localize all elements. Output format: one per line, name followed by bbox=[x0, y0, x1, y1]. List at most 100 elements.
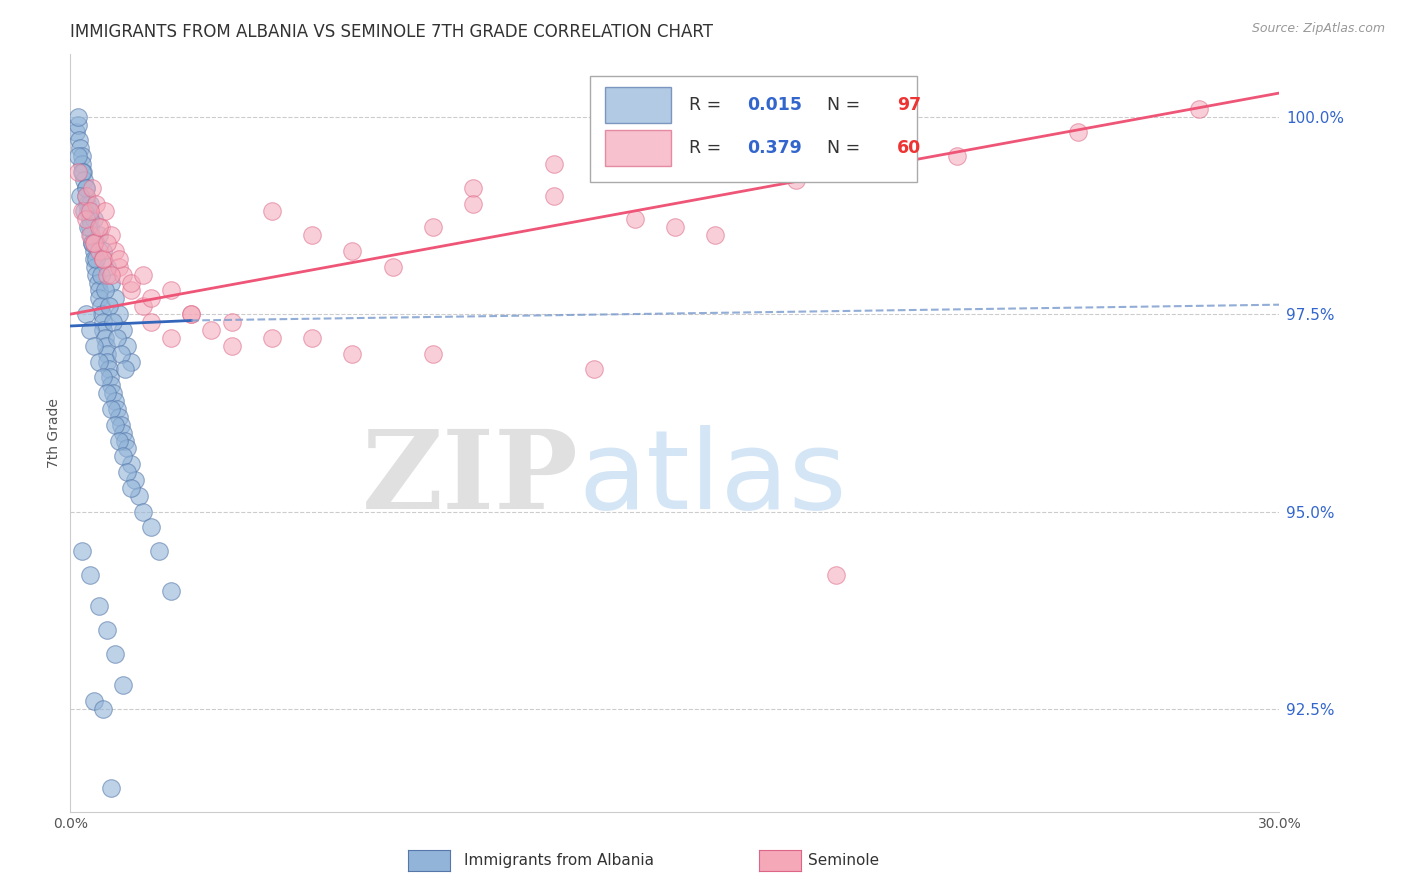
Point bbox=[98, 370, 121, 384]
Point bbox=[101, 386, 124, 401]
Point bbox=[107, 307, 129, 321]
Point bbox=[160, 583, 183, 598]
Point bbox=[100, 268, 122, 282]
Point bbox=[107, 409, 129, 424]
Point bbox=[72, 165, 94, 179]
Point bbox=[120, 354, 142, 368]
Text: R =: R = bbox=[689, 96, 727, 114]
Point bbox=[110, 346, 132, 360]
Point bbox=[221, 315, 243, 329]
Point bbox=[111, 450, 134, 464]
Point bbox=[104, 291, 127, 305]
Point bbox=[76, 196, 98, 211]
Point bbox=[132, 299, 155, 313]
Point bbox=[160, 284, 183, 298]
Point bbox=[80, 228, 103, 243]
Point bbox=[93, 204, 115, 219]
Point bbox=[160, 331, 183, 345]
Point bbox=[543, 188, 565, 202]
Point bbox=[87, 354, 110, 368]
Point bbox=[87, 284, 110, 298]
Point bbox=[623, 212, 645, 227]
Point bbox=[91, 244, 114, 258]
Point bbox=[87, 244, 110, 258]
Point bbox=[83, 694, 105, 708]
Point bbox=[82, 181, 104, 195]
Point bbox=[107, 434, 129, 448]
FancyBboxPatch shape bbox=[605, 130, 671, 167]
Point bbox=[543, 157, 565, 171]
Point bbox=[79, 220, 101, 235]
Point bbox=[104, 417, 127, 432]
Point bbox=[83, 235, 105, 250]
FancyBboxPatch shape bbox=[605, 87, 671, 123]
Point bbox=[67, 133, 90, 147]
Point bbox=[120, 276, 142, 290]
Point bbox=[69, 188, 91, 202]
Point bbox=[96, 354, 118, 368]
Point bbox=[704, 228, 727, 243]
Point bbox=[79, 196, 101, 211]
Point bbox=[1067, 126, 1090, 140]
Y-axis label: 7th Grade: 7th Grade bbox=[48, 398, 62, 467]
Point bbox=[111, 323, 134, 337]
Point bbox=[96, 260, 118, 274]
Point bbox=[77, 204, 100, 219]
Point bbox=[93, 331, 115, 345]
Point bbox=[111, 268, 134, 282]
Point bbox=[111, 425, 134, 440]
Point bbox=[73, 204, 96, 219]
Point bbox=[132, 268, 155, 282]
Point bbox=[79, 567, 101, 582]
Point bbox=[79, 228, 101, 243]
Point bbox=[114, 434, 136, 448]
Point bbox=[82, 235, 104, 250]
Point bbox=[120, 481, 142, 495]
Point bbox=[87, 228, 110, 243]
Point bbox=[115, 339, 138, 353]
Point bbox=[72, 544, 94, 558]
Point bbox=[139, 520, 162, 534]
Text: Source: ZipAtlas.com: Source: ZipAtlas.com bbox=[1251, 22, 1385, 36]
Point bbox=[94, 339, 117, 353]
Text: atlas: atlas bbox=[578, 425, 846, 532]
Point bbox=[148, 544, 170, 558]
Point bbox=[84, 260, 107, 274]
Point bbox=[463, 196, 485, 211]
Point bbox=[111, 678, 134, 692]
Point bbox=[83, 244, 105, 258]
Point bbox=[72, 157, 94, 171]
Point bbox=[825, 567, 848, 582]
Point bbox=[946, 149, 969, 163]
Point bbox=[100, 228, 122, 243]
Point bbox=[110, 417, 132, 432]
Point bbox=[65, 126, 87, 140]
Point bbox=[75, 188, 97, 202]
Point bbox=[301, 228, 323, 243]
Point bbox=[221, 339, 243, 353]
Text: 0.379: 0.379 bbox=[748, 139, 803, 157]
Point bbox=[381, 260, 404, 274]
Text: ZIP: ZIP bbox=[361, 425, 578, 532]
Point bbox=[104, 647, 127, 661]
Point bbox=[139, 315, 162, 329]
Point bbox=[105, 331, 128, 345]
Point bbox=[72, 204, 94, 219]
Text: 0.015: 0.015 bbox=[748, 96, 803, 114]
Point bbox=[79, 204, 101, 219]
Point bbox=[83, 235, 105, 250]
Point bbox=[75, 307, 97, 321]
Point bbox=[107, 260, 129, 274]
Point bbox=[301, 331, 323, 345]
Point bbox=[128, 489, 150, 503]
Point bbox=[96, 268, 118, 282]
Point bbox=[75, 181, 97, 195]
Point bbox=[100, 401, 122, 416]
Point bbox=[1188, 102, 1211, 116]
Point bbox=[91, 370, 114, 384]
Point bbox=[75, 212, 97, 227]
Point bbox=[89, 291, 111, 305]
Point bbox=[90, 307, 112, 321]
Point bbox=[100, 378, 122, 392]
Point bbox=[120, 284, 142, 298]
